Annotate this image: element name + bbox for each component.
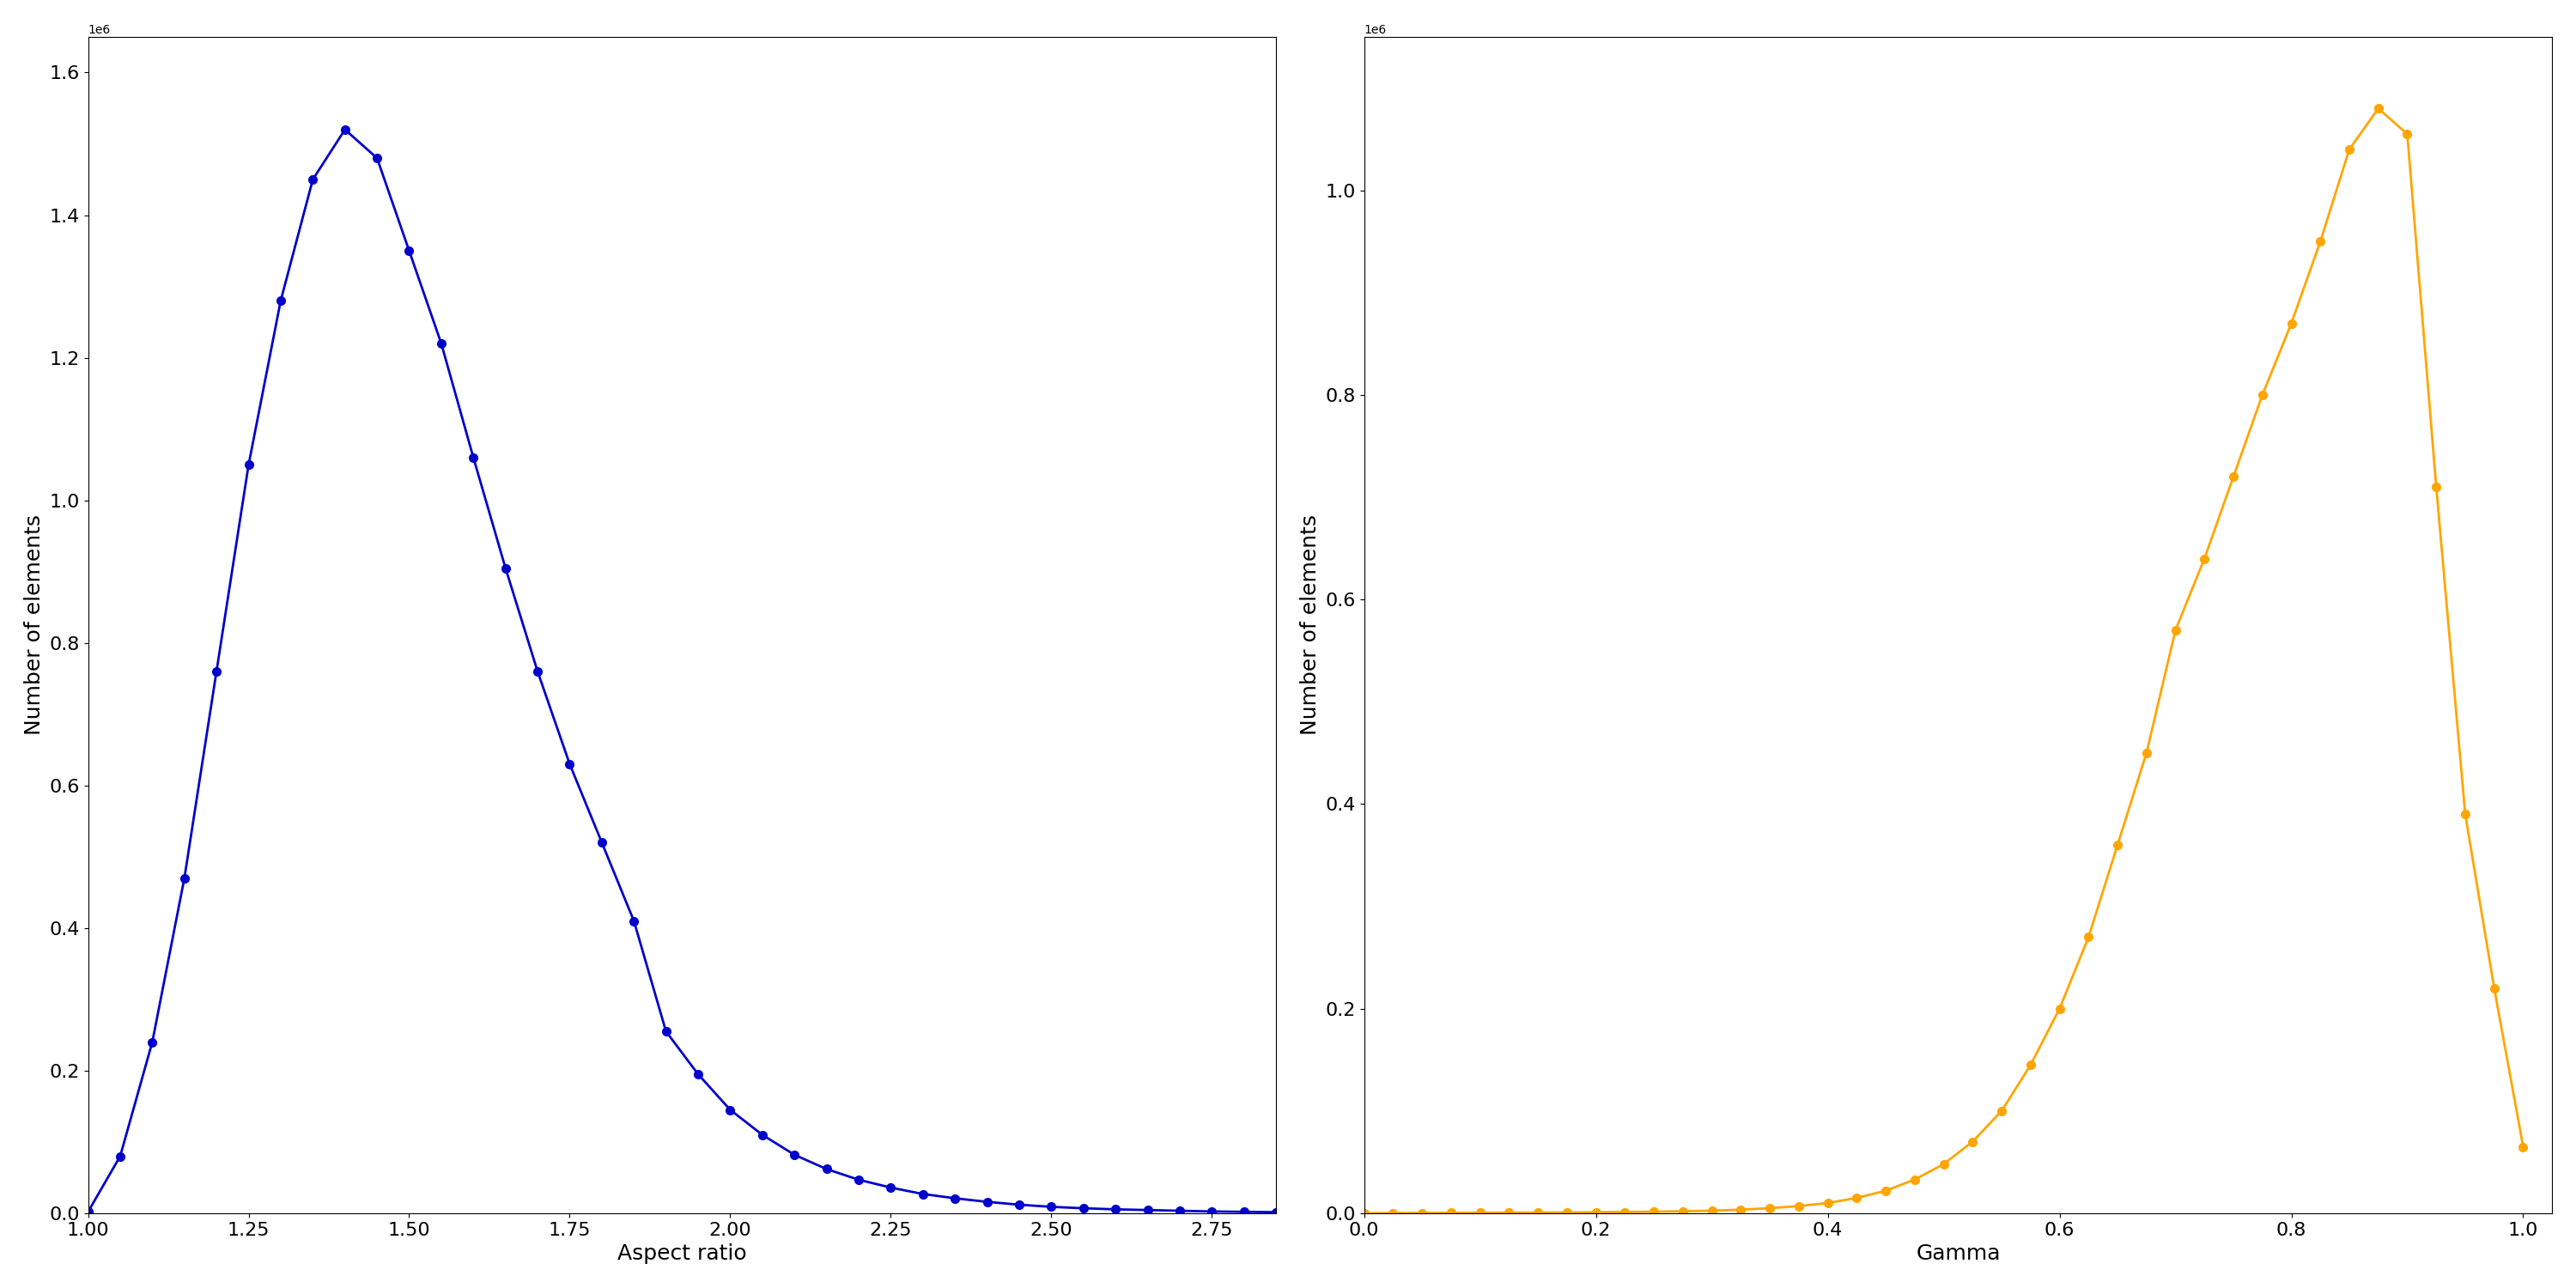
- Y-axis label: Number of elements: Number of elements: [23, 515, 44, 735]
- Y-axis label: Number of elements: Number of elements: [1301, 515, 1321, 735]
- X-axis label: Gamma: Gamma: [1917, 1243, 2002, 1264]
- X-axis label: Aspect ratio: Aspect ratio: [618, 1243, 747, 1264]
